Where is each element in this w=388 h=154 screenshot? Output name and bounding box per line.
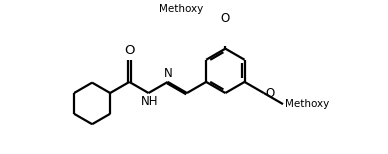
Text: O: O bbox=[221, 12, 230, 25]
Text: Methoxy: Methoxy bbox=[159, 4, 203, 14]
Text: Methoxy: Methoxy bbox=[285, 99, 329, 109]
Text: O: O bbox=[124, 44, 135, 57]
Text: O: O bbox=[266, 87, 275, 100]
Text: NH: NH bbox=[140, 95, 158, 108]
Text: N: N bbox=[164, 67, 173, 80]
